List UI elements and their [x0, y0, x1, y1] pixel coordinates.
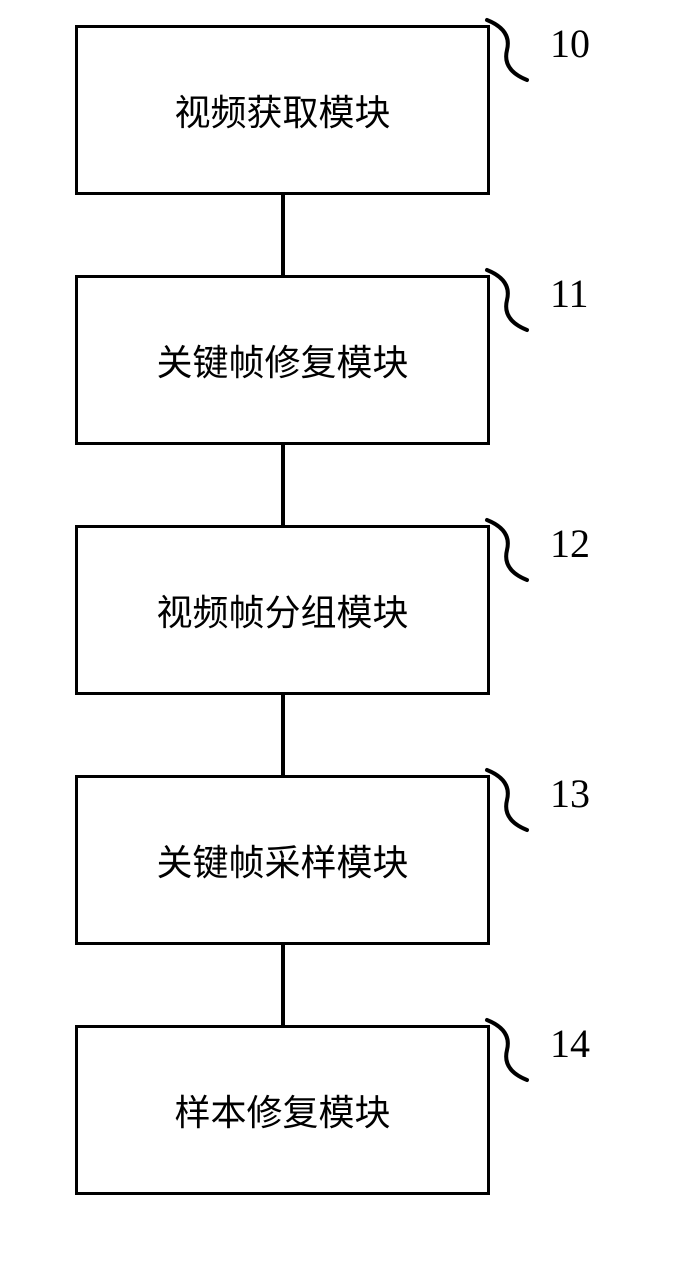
- connector: [281, 445, 285, 525]
- module-box-n0: 视频获取模块: [75, 25, 490, 195]
- index-label-n0: 10: [550, 20, 590, 67]
- module-box-n1: 关键帧修复模块: [75, 275, 490, 445]
- index-connector-squiggle: [482, 15, 542, 85]
- index-label-n4: 14: [550, 1020, 590, 1067]
- index-connector-squiggle: [482, 265, 542, 335]
- index-connector-squiggle: [482, 1015, 542, 1085]
- flowchart-diagram: 视频获取模块 10 关键帧修复模块 11 视频帧分组模块 12 关键帧采样模块 13 样本修复模…: [0, 0, 699, 1272]
- index-label-n2: 12: [550, 520, 590, 567]
- module-box-n3: 关键帧采样模块: [75, 775, 490, 945]
- module-label: 视频获取模块: [174, 84, 390, 136]
- index-connector-squiggle: [482, 765, 542, 835]
- module-label: 视频帧分组模块: [156, 584, 408, 636]
- module-box-n4: 样本修复模块: [75, 1025, 490, 1195]
- module-label: 样本修复模块: [174, 1084, 390, 1136]
- module-box-n2: 视频帧分组模块: [75, 525, 490, 695]
- index-label-n1: 11: [550, 270, 589, 317]
- index-label-n3: 13: [550, 770, 590, 817]
- connector: [281, 695, 285, 775]
- connector: [281, 195, 285, 275]
- module-label: 关键帧修复模块: [156, 334, 408, 386]
- connector: [281, 945, 285, 1025]
- index-connector-squiggle: [482, 515, 542, 585]
- module-label: 关键帧采样模块: [156, 834, 408, 886]
